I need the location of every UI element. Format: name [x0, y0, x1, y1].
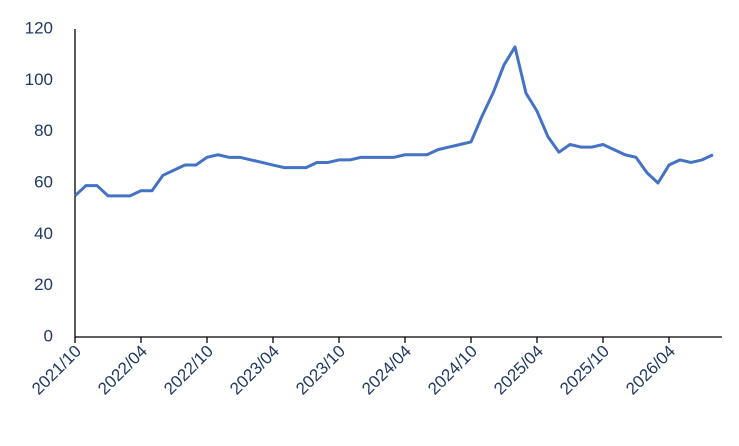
y-tick-label: 60: [34, 172, 53, 191]
y-tick-label: 100: [25, 70, 53, 89]
x-tick-label: 2023/04: [226, 342, 283, 399]
y-tick-label: 40: [34, 224, 53, 243]
x-tick-label: 2025/10: [556, 342, 613, 399]
x-tick-label: 2025/04: [490, 342, 547, 399]
line: [73, 45, 714, 198]
y-tick-label: 0: [44, 326, 53, 345]
y-tick-label: 120: [25, 18, 53, 37]
x-tick-label: 2024/04: [358, 342, 415, 399]
x-tick-label: 2022/04: [94, 342, 151, 399]
x-tick-label: 2026/04: [622, 342, 679, 399]
x-tick-label: 2024/10: [424, 342, 481, 399]
x-tick-label: 2021/10: [28, 342, 85, 399]
x-tick-label: 2022/10: [160, 342, 217, 399]
x-tick-label: 2023/10: [292, 342, 349, 399]
y-tick-label: 80: [34, 121, 53, 140]
y-tick-label: 20: [34, 275, 53, 294]
